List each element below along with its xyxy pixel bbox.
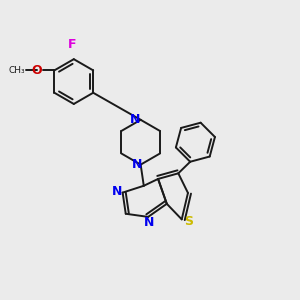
Text: N: N <box>144 216 154 229</box>
Text: N: N <box>130 113 140 126</box>
Text: N: N <box>132 158 143 171</box>
Text: CH₃: CH₃ <box>8 66 25 75</box>
Text: O: O <box>31 64 42 77</box>
Text: F: F <box>68 38 76 51</box>
Text: S: S <box>184 215 193 228</box>
Text: N: N <box>112 185 122 199</box>
